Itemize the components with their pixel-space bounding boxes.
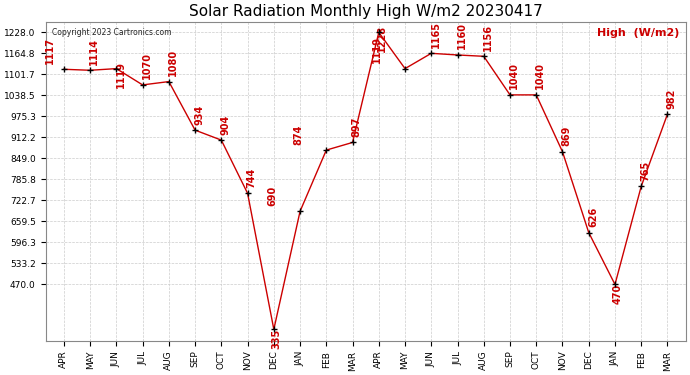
Text: 335: 335 <box>272 328 282 349</box>
Text: 1119: 1119 <box>115 61 126 88</box>
Text: 1070: 1070 <box>141 53 152 80</box>
Text: 744: 744 <box>247 168 257 188</box>
Text: 1160: 1160 <box>457 22 466 50</box>
Text: 874: 874 <box>293 124 304 144</box>
Text: 1165: 1165 <box>431 21 440 48</box>
Text: 1114: 1114 <box>89 38 99 65</box>
Text: 1080: 1080 <box>168 49 178 76</box>
Text: 626: 626 <box>588 207 598 227</box>
Text: High  (W/m2): High (W/m2) <box>597 28 680 38</box>
Text: 982: 982 <box>667 88 677 109</box>
Text: 1117: 1117 <box>45 37 55 64</box>
Title: Solar Radiation Monthly High W/m2 20230417: Solar Radiation Monthly High W/m2 202304… <box>189 4 542 19</box>
Text: 1119: 1119 <box>373 36 382 63</box>
Text: 1156: 1156 <box>483 24 493 51</box>
Text: 934: 934 <box>195 104 204 125</box>
Text: Copyright 2023 Cartronics.com: Copyright 2023 Cartronics.com <box>52 28 171 37</box>
Text: 1040: 1040 <box>509 62 519 89</box>
Text: 1040: 1040 <box>535 62 545 89</box>
Text: 897: 897 <box>352 117 362 137</box>
Text: 470: 470 <box>613 284 623 304</box>
Text: 904: 904 <box>221 114 230 135</box>
Text: 1228: 1228 <box>377 25 386 52</box>
Text: 765: 765 <box>640 160 651 181</box>
Text: 869: 869 <box>562 126 571 146</box>
Text: 690: 690 <box>267 186 277 206</box>
